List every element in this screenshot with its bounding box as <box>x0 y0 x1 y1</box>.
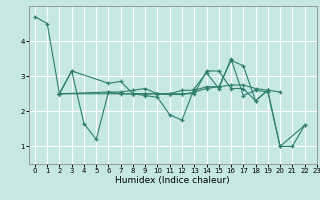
X-axis label: Humidex (Indice chaleur): Humidex (Indice chaleur) <box>116 176 230 185</box>
